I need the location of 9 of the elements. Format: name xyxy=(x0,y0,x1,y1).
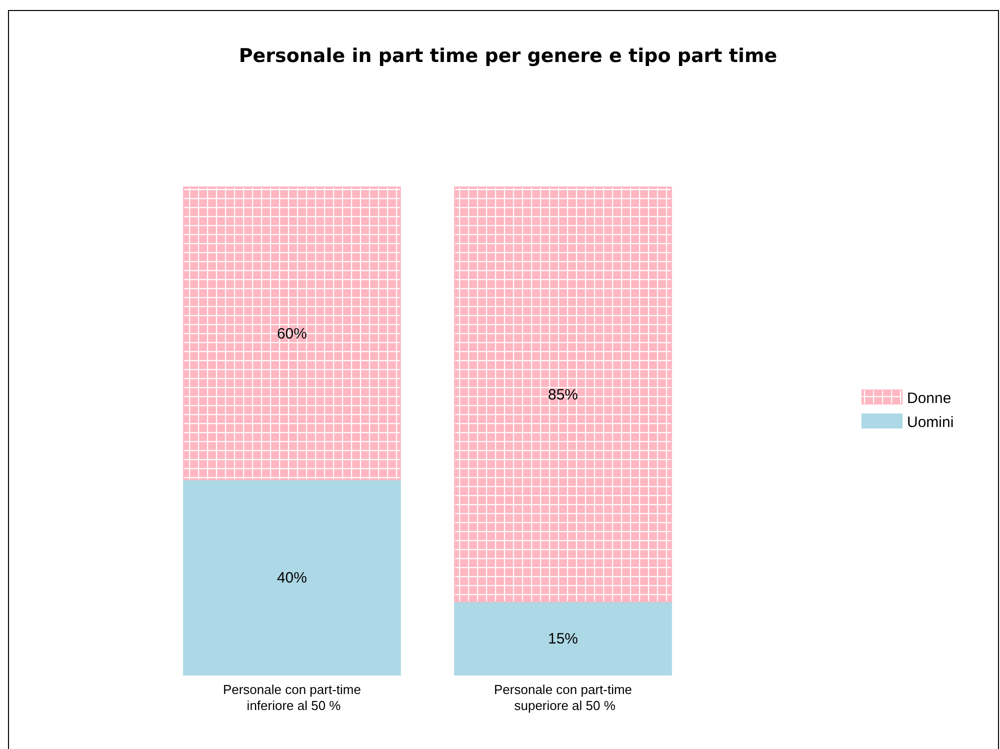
legend-label: Donne xyxy=(907,390,952,407)
x-tick-label: Personale con part-time superiore al 50 % xyxy=(494,682,632,713)
data-label: 15% xyxy=(548,630,578,648)
data-label: 40% xyxy=(276,569,307,586)
legend-label: Uomini xyxy=(907,414,954,431)
chart-title: Personale in part time per genere e tipo part time xyxy=(238,45,778,67)
data-label: 85% xyxy=(548,386,578,404)
x-tick-label: Personale con part-time inferiore al 50 % xyxy=(222,682,361,713)
data-label: 60% xyxy=(276,325,307,342)
